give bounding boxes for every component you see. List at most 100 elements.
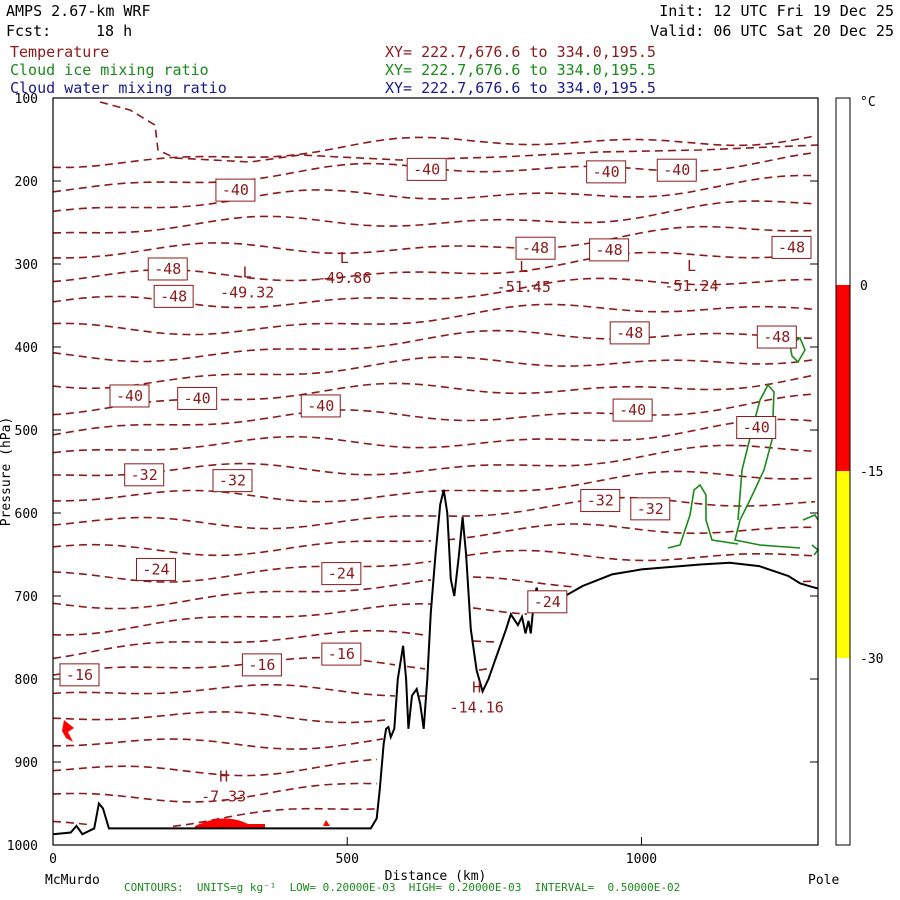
isotherm-line <box>52 277 816 309</box>
cloud-ice-contour <box>667 483 739 549</box>
contour-label-box <box>756 325 797 349</box>
y-tick-label: 1000 <box>7 839 38 854</box>
contour-label-box <box>406 157 447 181</box>
plot-border <box>52 97 819 846</box>
extremum-type: L <box>519 258 528 276</box>
contour-label-box <box>135 557 176 581</box>
isotherm-line <box>52 393 816 436</box>
contour-label-box <box>59 663 100 687</box>
contour-label-box <box>147 257 188 281</box>
cloud-water-patch <box>195 818 265 828</box>
plot-frame <box>52 97 819 846</box>
extremum-type: L <box>687 257 696 275</box>
isotherm-line <box>52 418 816 454</box>
init-time: Init: 12 UTC Fri 19 Dec 25 <box>659 2 894 20</box>
isotherm-line <box>52 135 816 169</box>
contour-label-box <box>241 653 282 677</box>
isotherm-line <box>52 807 378 828</box>
extremum-value: -49.32 <box>220 284 274 302</box>
y-tick-label: 100 <box>15 92 38 107</box>
contour-label-box <box>630 497 671 521</box>
y-tick-label: 700 <box>15 590 38 605</box>
y-tick-label: 800 <box>15 673 38 688</box>
contour-label: -40 <box>663 161 690 179</box>
x-axis-label: Distance (km) <box>385 869 487 884</box>
contour-label: -24 <box>328 565 355 583</box>
isotherm-line <box>53 470 816 503</box>
contour-label: -32 <box>637 500 664 518</box>
colorbar-band <box>836 471 850 658</box>
isotherm-line <box>53 444 816 477</box>
contour-label-box <box>736 416 777 440</box>
contour-label-box <box>771 235 812 259</box>
colorbar: °C 0 -15 -30 <box>835 95 883 846</box>
contour-label: -40 <box>413 160 440 178</box>
isotherm-line <box>52 758 378 777</box>
extremum-type: L <box>340 249 349 267</box>
contour-labels: -40 -40 -40 -40 -48 -48 -48 -48 -48 -48 -48 -40 -40 -… <box>59 157 812 687</box>
colorbar-tick-label: -15 <box>860 465 883 480</box>
contour-label: -48 <box>596 241 623 259</box>
isotherm-line <box>52 303 816 336</box>
contour-label-box <box>153 284 194 308</box>
isotherm-line <box>52 711 390 724</box>
x-end-label-left: McMurdo <box>45 873 100 888</box>
isotherm-line <box>52 683 425 697</box>
isotherm-line <box>52 356 816 390</box>
colorbar-tick-label: -30 <box>860 652 883 667</box>
contour-label: -40 <box>619 401 646 419</box>
cloud-water-patch <box>62 720 74 742</box>
contour-label: -32 <box>219 472 246 490</box>
extremum-value: -51.45 <box>497 278 551 296</box>
isotherm-line <box>52 374 816 416</box>
isotherm-line <box>52 251 816 283</box>
isotherm-line <box>52 576 816 610</box>
field-temperature-xy: XY= 222.7,676.6 to 334.0,195.5 <box>385 43 656 61</box>
isotherm-line <box>52 496 816 530</box>
isotherm-line <box>52 523 816 557</box>
extremum-type: H <box>219 768 228 786</box>
isotherm-line <box>52 602 528 636</box>
contour-label-box <box>300 394 341 418</box>
contour-label-box <box>580 489 621 513</box>
contour-label: -32 <box>587 492 614 510</box>
field-cloud-ice-name: Cloud ice mixing ratio <box>10 61 209 79</box>
y-tick-label: 300 <box>15 258 38 273</box>
contour-label: -16 <box>328 645 355 663</box>
field-cloud-water-name: Cloud water mixing ratio <box>10 79 227 97</box>
cloud-ice-contour <box>802 513 820 556</box>
contour-label-box <box>177 386 218 410</box>
contour-label: -40 <box>307 397 334 415</box>
contour-label-box <box>609 321 650 345</box>
contour-label-box <box>124 463 165 487</box>
contour-label: -40 <box>743 419 770 437</box>
contour-label-box <box>215 178 256 202</box>
contour-label: -32 <box>131 466 158 484</box>
axes: 100 200 300 400 500 600 700 800 900 1000 Pressure … <box>0 92 839 888</box>
y-axis-label: Pressure (hPa) <box>0 417 14 527</box>
extremum-value: -7.33 <box>201 788 246 806</box>
y-tick-label: 600 <box>15 507 38 522</box>
y-tick-label: 200 <box>15 175 38 190</box>
contour-label: -16 <box>66 666 93 684</box>
field-cloud-water-xy: XY= 222.7,676.6 to 334.0,195.5 <box>385 79 656 97</box>
extremum-value: -14.16 <box>450 699 504 717</box>
cloud-water-patch <box>323 820 330 826</box>
isotherm-line <box>53 738 384 750</box>
isotherm-line <box>52 782 378 803</box>
contour-label: -40 <box>116 387 143 405</box>
cloud-ice-contour <box>789 336 806 364</box>
cloud-water-patches <box>62 720 330 828</box>
contour-label: -40 <box>222 181 249 199</box>
model-title: AMPS 2.67-km WRF <box>6 2 151 20</box>
contour-label: -40 <box>184 389 211 407</box>
terrain <box>52 489 819 845</box>
x-tick-label: 500 <box>335 852 358 867</box>
contour-label-box <box>527 590 568 614</box>
fcst-value: 18 h <box>96 22 133 40</box>
contour-label-box <box>586 160 627 184</box>
contour-label-box <box>589 238 630 262</box>
terrain-fill <box>53 489 818 845</box>
field-cloud-ice-xy: XY= 222.7,676.6 to 334.0,195.5 <box>385 61 656 79</box>
